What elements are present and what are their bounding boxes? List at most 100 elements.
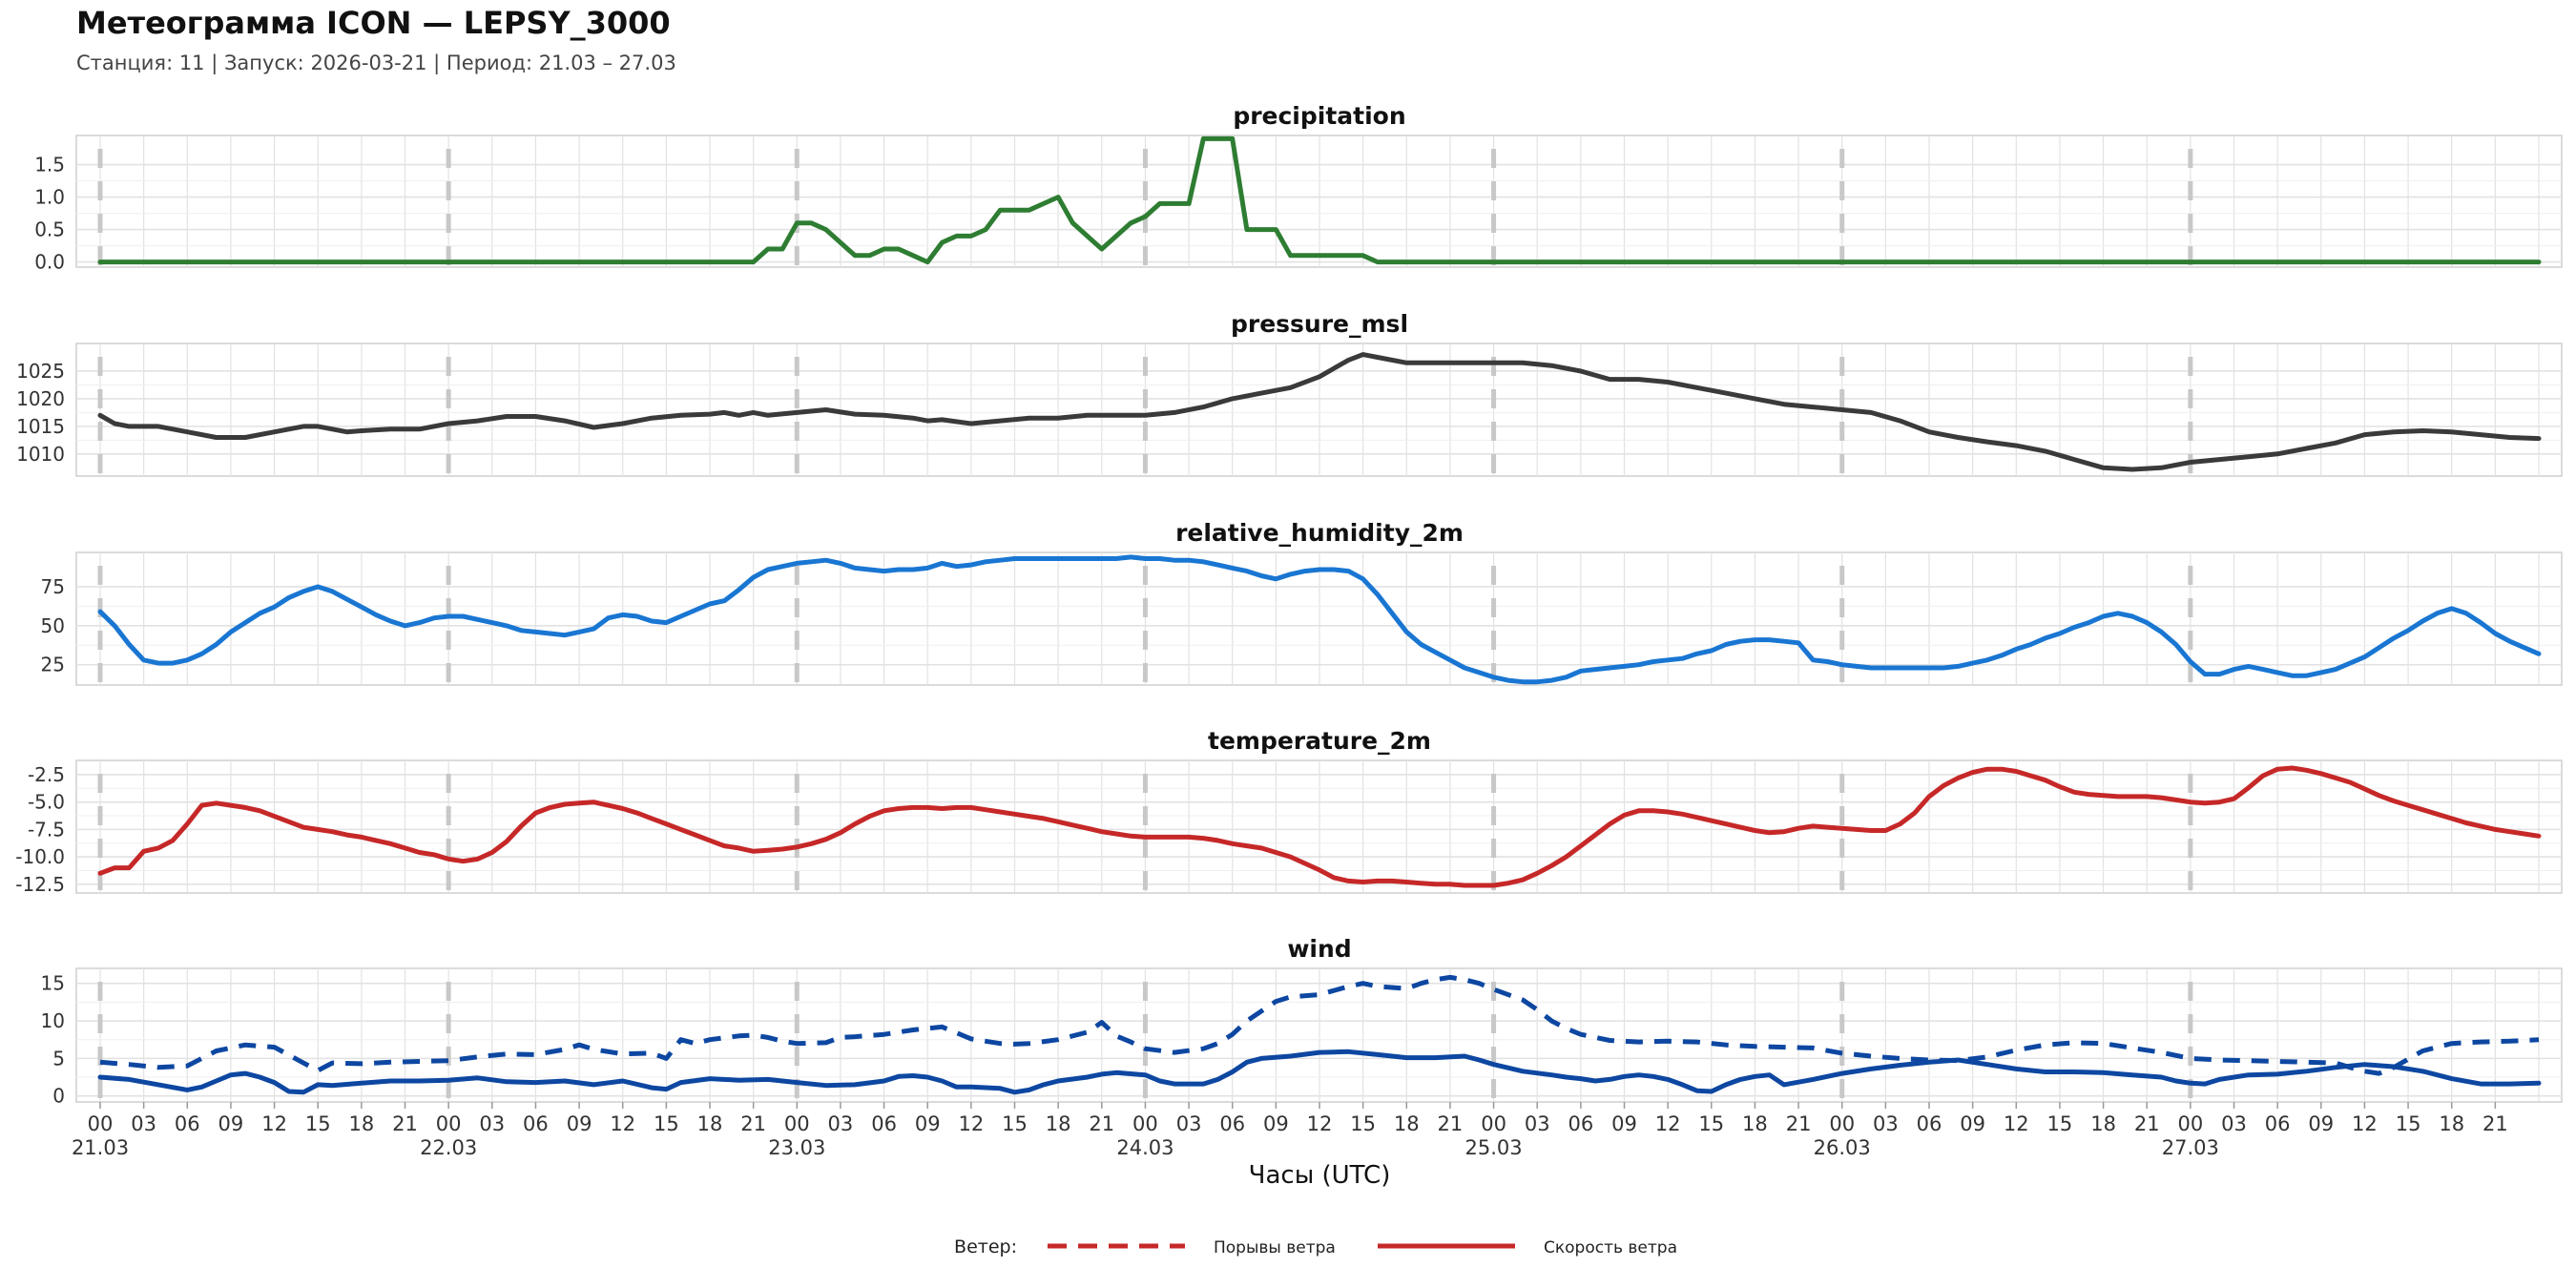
x-tick-label: 09 bbox=[915, 1112, 941, 1135]
x-tick-label: 12 bbox=[2352, 1112, 2378, 1135]
x-tick-label: 18 bbox=[348, 1112, 374, 1135]
x-tick-label: 12 bbox=[1655, 1112, 1681, 1135]
legend-item-label: Порывы ветра bbox=[1214, 1238, 1336, 1257]
x-tick-label: 15 bbox=[2396, 1112, 2421, 1135]
x-day-label: 25.03 bbox=[1465, 1136, 1523, 1159]
panel-title: temperature_2m bbox=[1208, 727, 1431, 755]
x-tick-label: 06 bbox=[1219, 1112, 1245, 1135]
panel-title: precipitation bbox=[1233, 102, 1405, 130]
x-tick-label: 03 bbox=[1873, 1112, 1899, 1135]
x-tick-label: 12 bbox=[1307, 1112, 1333, 1135]
panel-precipitation: 0.0 0.5 1.0 1.5 precipitation bbox=[34, 102, 2563, 274]
chart-legend: Ветер: Порывы ветра Скорость ветра bbox=[954, 1236, 1677, 1257]
y-tick-label: -7.5 bbox=[28, 818, 65, 841]
x-tick-label: 18 bbox=[697, 1112, 723, 1135]
y-tick-label: 5 bbox=[52, 1047, 65, 1070]
x-tick-label: 06 bbox=[1568, 1112, 1593, 1135]
y-tick-label: 15 bbox=[41, 972, 65, 995]
series-line-relative_humidity_2m bbox=[97, 554, 2542, 685]
chart-panels: 0.00.51.01.5precipitation101010151020102… bbox=[15, 102, 2563, 1108]
x-day-label: 27.03 bbox=[2162, 1136, 2219, 1159]
x-tick-label: 18 bbox=[2090, 1112, 2116, 1135]
y-tick-label: 25 bbox=[41, 654, 65, 676]
x-tick-label: 21 bbox=[740, 1112, 766, 1135]
x-tick-label: 06 bbox=[1917, 1112, 1942, 1135]
x-tick-label: 21 bbox=[392, 1112, 418, 1135]
x-day-label: 21.03 bbox=[72, 1136, 129, 1159]
x-tick-label: 21 bbox=[2134, 1112, 2160, 1135]
y-tick-label: 50 bbox=[41, 614, 65, 637]
x-tick-label: 00 bbox=[436, 1112, 462, 1135]
chart-subtitle: Станция: 11 | Запуск: 2026-03-21 | Перио… bbox=[76, 52, 676, 75]
x-tick-label: 09 bbox=[2308, 1112, 2334, 1135]
x-tick-label: 15 bbox=[305, 1112, 331, 1135]
x-tick-label: 03 bbox=[1176, 1112, 1202, 1135]
x-tick-label: 06 bbox=[871, 1112, 897, 1135]
x-day-label: 22.03 bbox=[420, 1136, 477, 1159]
x-tick-label: 21 bbox=[2483, 1112, 2508, 1135]
x-tick-label: 00 bbox=[1829, 1112, 1855, 1135]
x-tick-label: 21 bbox=[1089, 1112, 1114, 1135]
y-tick-label: 10 bbox=[41, 1009, 65, 1032]
series-line-pressure_msl bbox=[97, 352, 2542, 472]
x-tick-label: 15 bbox=[1350, 1112, 1376, 1135]
series-line-wind-gusts bbox=[99, 974, 2540, 1076]
x-day-label: 24.03 bbox=[1116, 1136, 1174, 1159]
x-tick-label: 03 bbox=[828, 1112, 854, 1135]
x-tick-label: 15 bbox=[2047, 1112, 2073, 1135]
y-tick-label: -5.0 bbox=[28, 791, 65, 814]
y-tick-label: 75 bbox=[41, 575, 65, 598]
x-axis: 00 03 06 09 12 15 18 21 00 03 06 09 12 15 18 21 00 03 06 09… bbox=[72, 1102, 2508, 1159]
x-tick-label: 18 bbox=[1046, 1112, 1071, 1135]
panel-temperature_2m: -12.5 -10.0 -7.5 -5.0 -2.5 temperature_2m bbox=[15, 727, 2563, 896]
series-line-temperature_2m bbox=[97, 765, 2542, 888]
x-tick-label: 03 bbox=[131, 1112, 156, 1135]
x-axis-label: Часы (UTC) bbox=[1249, 1161, 1391, 1190]
panel-title: relative_humidity_2m bbox=[1175, 519, 1464, 547]
y-tick-label: -10.0 bbox=[15, 845, 65, 868]
y-tick-label: 1025 bbox=[16, 360, 65, 383]
x-tick-label: 03 bbox=[1525, 1112, 1550, 1135]
x-tick-label: 18 bbox=[1394, 1112, 1420, 1135]
y-tick-label: 0 bbox=[52, 1085, 65, 1108]
x-tick-label: 09 bbox=[1611, 1112, 1637, 1135]
x-tick-label: 00 bbox=[1132, 1112, 1158, 1135]
x-tick-label: 00 bbox=[2177, 1112, 2203, 1135]
series-line-precipitation bbox=[97, 135, 2542, 265]
x-tick-label: 12 bbox=[610, 1112, 635, 1135]
x-day-label: 26.03 bbox=[1814, 1136, 1871, 1159]
x-tick-label: 03 bbox=[2221, 1112, 2247, 1135]
x-day-label: 23.03 bbox=[768, 1136, 825, 1159]
legend-item-label: Скорость ветра bbox=[1544, 1238, 1677, 1257]
panel-wind: 0 5 10 15 wind bbox=[41, 935, 2563, 1108]
panel-title: wind bbox=[1287, 935, 1351, 963]
series-line-wind bbox=[97, 1049, 2542, 1095]
y-tick-label: 0.0 bbox=[34, 251, 65, 274]
x-tick-label: 12 bbox=[261, 1112, 287, 1135]
x-tick-label: 09 bbox=[218, 1112, 244, 1135]
chart-title: Метеограмма ICON — LEPSY_3000 bbox=[76, 5, 671, 41]
x-tick-label: 12 bbox=[958, 1112, 984, 1135]
panel-relative_humidity_2m: 25 50 75 relative_humidity_2m bbox=[41, 519, 2563, 686]
y-tick-label: 0.5 bbox=[34, 218, 65, 241]
y-tick-label: 1.5 bbox=[34, 154, 65, 177]
x-tick-label: 15 bbox=[654, 1112, 679, 1135]
x-tick-label: 09 bbox=[1263, 1112, 1289, 1135]
x-tick-label: 03 bbox=[479, 1112, 505, 1135]
x-tick-label: 06 bbox=[2265, 1112, 2291, 1135]
x-tick-label: 09 bbox=[567, 1112, 592, 1135]
x-tick-label: 00 bbox=[784, 1112, 810, 1135]
x-tick-label: 00 bbox=[88, 1112, 114, 1135]
y-tick-label: 1015 bbox=[16, 415, 65, 438]
y-tick-label: 1010 bbox=[16, 443, 65, 466]
x-tick-label: 21 bbox=[1438, 1112, 1464, 1135]
x-tick-label: 00 bbox=[1481, 1112, 1506, 1135]
x-tick-label: 18 bbox=[1742, 1112, 1768, 1135]
y-tick-label: 1.0 bbox=[34, 186, 65, 209]
y-tick-label: -12.5 bbox=[15, 873, 65, 896]
legend-label: Ветер: bbox=[954, 1236, 1017, 1257]
x-tick-label: 06 bbox=[523, 1112, 549, 1135]
x-tick-label: 21 bbox=[1786, 1112, 1812, 1135]
x-tick-label: 15 bbox=[1698, 1112, 1724, 1135]
x-tick-label: 18 bbox=[2439, 1112, 2464, 1135]
